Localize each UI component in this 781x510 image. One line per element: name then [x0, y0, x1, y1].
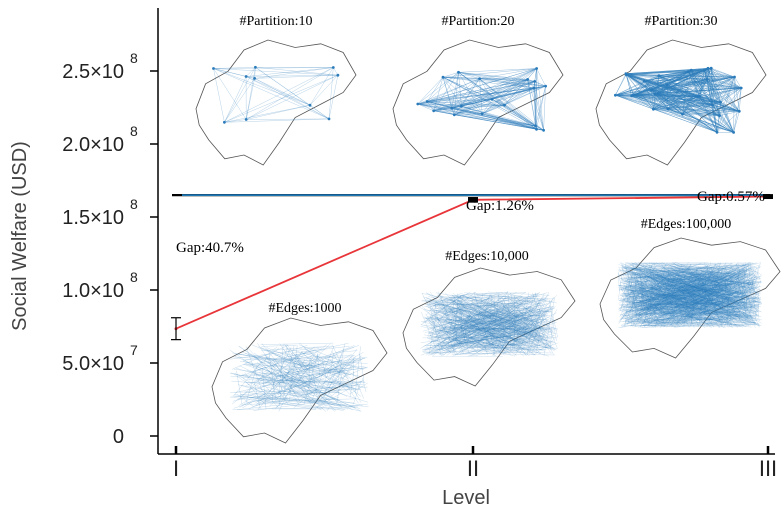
- edges-network: [617, 261, 762, 329]
- y-tick-exponent: 7: [130, 342, 138, 358]
- y-tick-label: 2.5×10: [62, 61, 124, 83]
- y-tick-exponent: 8: [130, 50, 138, 66]
- edges-map-outline: [211, 317, 388, 444]
- y-tick-label: 1.0×10: [62, 280, 124, 302]
- partition-map-outline: [195, 39, 357, 166]
- error-bar: [763, 194, 773, 200]
- error-bars: [171, 194, 773, 341]
- gap-annotations: Gap:40.7% Gap:1.26% Gap:0.57%: [176, 189, 765, 256]
- y-tick-label: 1.5×10: [62, 207, 124, 229]
- edges-map-outline: [402, 267, 576, 387]
- x-axis-label: Level: [442, 487, 490, 509]
- edges-network: [420, 291, 558, 357]
- edges-network: [229, 342, 369, 412]
- y-tick-exponent: 8: [130, 196, 138, 212]
- y-tick-label: 0: [113, 426, 124, 448]
- y-tick-label: 2.0×10: [62, 134, 124, 156]
- y-tick-label: 5.0×10: [62, 353, 124, 375]
- gap-annotation: Gap:0.57%: [697, 189, 765, 205]
- error-bar: [468, 197, 478, 203]
- x-tick-label: II: [467, 456, 479, 481]
- edges-label: #Edges:10,000: [445, 249, 529, 264]
- y-tick-exponent: 8: [130, 123, 138, 139]
- partition-label: #Partition:10: [239, 14, 312, 29]
- y-ticks: 0 5.0×10 7 1.0×10 8 1.5×10 8 2.0×10 8 2.5×10 8: [62, 50, 158, 448]
- edges-label: #Edges:100,000: [641, 217, 732, 232]
- partition-map-outline: [595, 39, 767, 166]
- y-axis-label: Social Welfare (USD): [9, 141, 31, 331]
- partition-network: [416, 67, 547, 132]
- gap-annotation: Gap:40.7%: [176, 240, 244, 256]
- partition-network: [614, 66, 743, 134]
- partition-insets: #Partition:10 #Partition:20 #Partition:30: [195, 14, 767, 166]
- gap-annotation: Gap:1.26%: [466, 198, 534, 214]
- edges-map-outline: [599, 237, 781, 359]
- edges-label: #Edges:1000: [268, 301, 341, 316]
- x-ticks: I II III: [173, 446, 777, 481]
- partition-label: #Partition:30: [644, 14, 717, 29]
- partition-label: #Partition:20: [441, 14, 514, 29]
- error-bar: [171, 317, 181, 341]
- edges-insets: #Edges:1000 #Edges:10,000 #Edges:100,000: [211, 217, 781, 444]
- partition-network: [212, 65, 340, 124]
- partition-map-outline: [392, 39, 564, 166]
- y-tick-exponent: 8: [130, 269, 138, 285]
- x-tick-label: I: [173, 456, 179, 481]
- x-tick-label: III: [759, 456, 777, 481]
